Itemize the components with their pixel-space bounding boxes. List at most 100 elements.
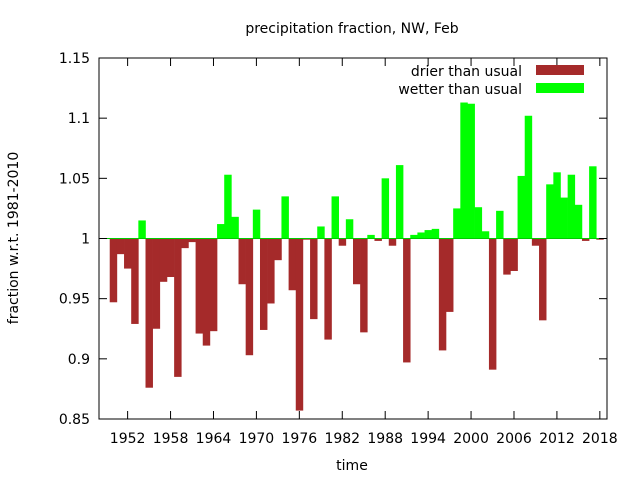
y-tick-label: 1.15 [59, 51, 90, 67]
bar-1957 [159, 238, 168, 282]
bar-2002 [481, 231, 490, 239]
bar-1991 [403, 238, 411, 363]
bar-1953 [131, 238, 139, 324]
bar-2009 [531, 238, 540, 246]
bar-1965 [217, 224, 225, 239]
bar-2004 [496, 210, 504, 239]
bar-1987 [374, 238, 382, 241]
x-tick-label: 1976 [282, 431, 318, 447]
bar-2001 [474, 207, 483, 239]
y-tick-label: 1.1 [68, 111, 90, 127]
bar-1988 [381, 178, 390, 239]
bar-2012 [553, 172, 561, 239]
x-axis: 1952 1958 1964 1970 1976 1982 1988 1994 2000 2006… [110, 58, 618, 447]
bar-2018 [596, 238, 604, 240]
bar-1997 [446, 238, 454, 312]
plot-frame [98, 57, 608, 420]
bar-1998 [453, 208, 461, 239]
x-tick-label: 1988 [367, 431, 403, 447]
x-tick-label: 1970 [239, 431, 275, 447]
bar-1962 [195, 238, 204, 334]
bar-1959 [174, 238, 182, 377]
bar-2017 [589, 166, 597, 239]
x-tick-label: 2006 [496, 431, 532, 447]
bar-2011 [546, 184, 554, 239]
bar-1967 [231, 216, 239, 239]
x-tick-label: 1952 [110, 431, 146, 447]
bar-1996 [438, 238, 447, 351]
y-axis: 0.85 0.9 0.95 1 1.05 1.1 1.15 [59, 51, 607, 428]
bar-1989 [388, 238, 397, 246]
bar-1969 [245, 238, 254, 356]
y-tick-label: 0.9 [68, 352, 90, 368]
bar-1966 [224, 174, 232, 239]
bar-2006 [510, 238, 518, 271]
bar-1995 [431, 228, 440, 239]
y-tick-label: 0.85 [59, 412, 90, 428]
x-tick-label: 2000 [453, 431, 489, 447]
bar-1968 [238, 238, 246, 285]
bar-1964 [209, 238, 218, 332]
x-tick-label: 2018 [582, 431, 618, 447]
bar-1983 [345, 219, 354, 239]
y-tick-label: 1 [81, 232, 90, 248]
bar-1977 [302, 238, 311, 240]
bar-1955 [145, 238, 153, 388]
bar-1974 [281, 196, 289, 239]
legend-swatch-drier [536, 65, 584, 75]
bar-1963 [202, 238, 211, 346]
y-tick-label: 1.05 [59, 171, 90, 187]
bar-2007 [517, 175, 526, 239]
bar-2016 [581, 238, 590, 241]
bar-2003 [488, 238, 497, 370]
bar-2013 [560, 197, 568, 239]
bar-2014 [567, 174, 576, 239]
bar-1982 [338, 238, 347, 246]
legend-swatch-wetter [536, 83, 584, 93]
bar-1990 [395, 165, 404, 239]
bar-1978 [310, 238, 318, 320]
bar-2015 [574, 204, 583, 239]
bar-1961 [188, 238, 196, 243]
y-tick-label: 0.95 [59, 292, 90, 308]
bar-2005 [503, 238, 511, 275]
bar-1954 [138, 220, 146, 239]
x-tick-label: 1964 [196, 431, 232, 447]
bars-group [109, 102, 604, 411]
y-axis-label: fraction w.r.t. 1981-2010 [6, 152, 22, 324]
bar-1979 [317, 226, 325, 239]
x-axis-label: time [336, 458, 368, 474]
legend-label-drier: drier than usual [411, 64, 522, 80]
bar-1950 [109, 238, 118, 303]
bar-1951 [116, 238, 125, 255]
bar-1972 [267, 238, 275, 304]
bar-1992 [410, 234, 418, 239]
x-tick-label: 2012 [539, 431, 575, 447]
bar-1952 [124, 238, 132, 269]
bar-1976 [295, 238, 304, 411]
x-tick-label: 1958 [153, 431, 189, 447]
legend-label-wetter: wetter than usual [398, 82, 522, 98]
legend: drier than usual wetter than usual [398, 64, 584, 98]
bar-1956 [152, 238, 161, 329]
x-tick-label: 1994 [410, 431, 446, 447]
bar-1980 [324, 238, 332, 340]
bar-1981 [331, 196, 339, 239]
bar-1971 [259, 238, 268, 330]
bar-2010 [539, 238, 547, 321]
bar-1985 [360, 238, 368, 333]
bar-1993 [417, 232, 425, 239]
bar-1960 [181, 238, 189, 249]
bar-1975 [288, 238, 297, 291]
bar-2000 [467, 103, 475, 239]
bar-1986 [367, 234, 375, 239]
bar-1958 [166, 238, 175, 278]
bar-1984 [353, 238, 361, 285]
bar-1973 [274, 238, 282, 261]
bar-1994 [424, 230, 432, 239]
bar-2008 [524, 115, 533, 239]
bar-1970 [252, 209, 261, 239]
chart-title: precipitation fraction, NW, Feb [245, 21, 458, 37]
bar-1999 [460, 102, 468, 239]
